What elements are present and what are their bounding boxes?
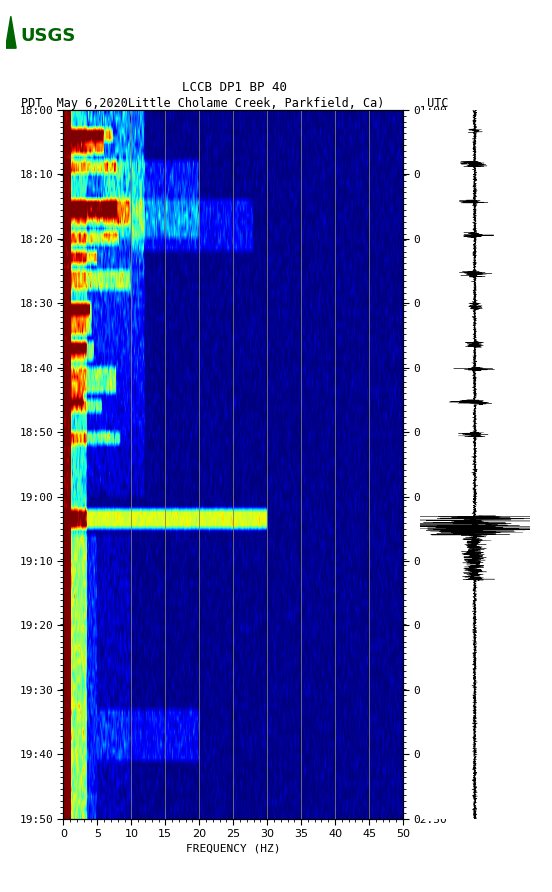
Polygon shape <box>6 16 16 48</box>
Text: USGS: USGS <box>20 27 76 45</box>
Text: LCCB DP1 BP 40: LCCB DP1 BP 40 <box>182 80 287 94</box>
X-axis label: FREQUENCY (HZ): FREQUENCY (HZ) <box>186 844 280 854</box>
Text: PDT  May 6,2020Little Cholame Creek, Parkfield, Ca)      UTC: PDT May 6,2020Little Cholame Creek, Park… <box>21 96 448 110</box>
